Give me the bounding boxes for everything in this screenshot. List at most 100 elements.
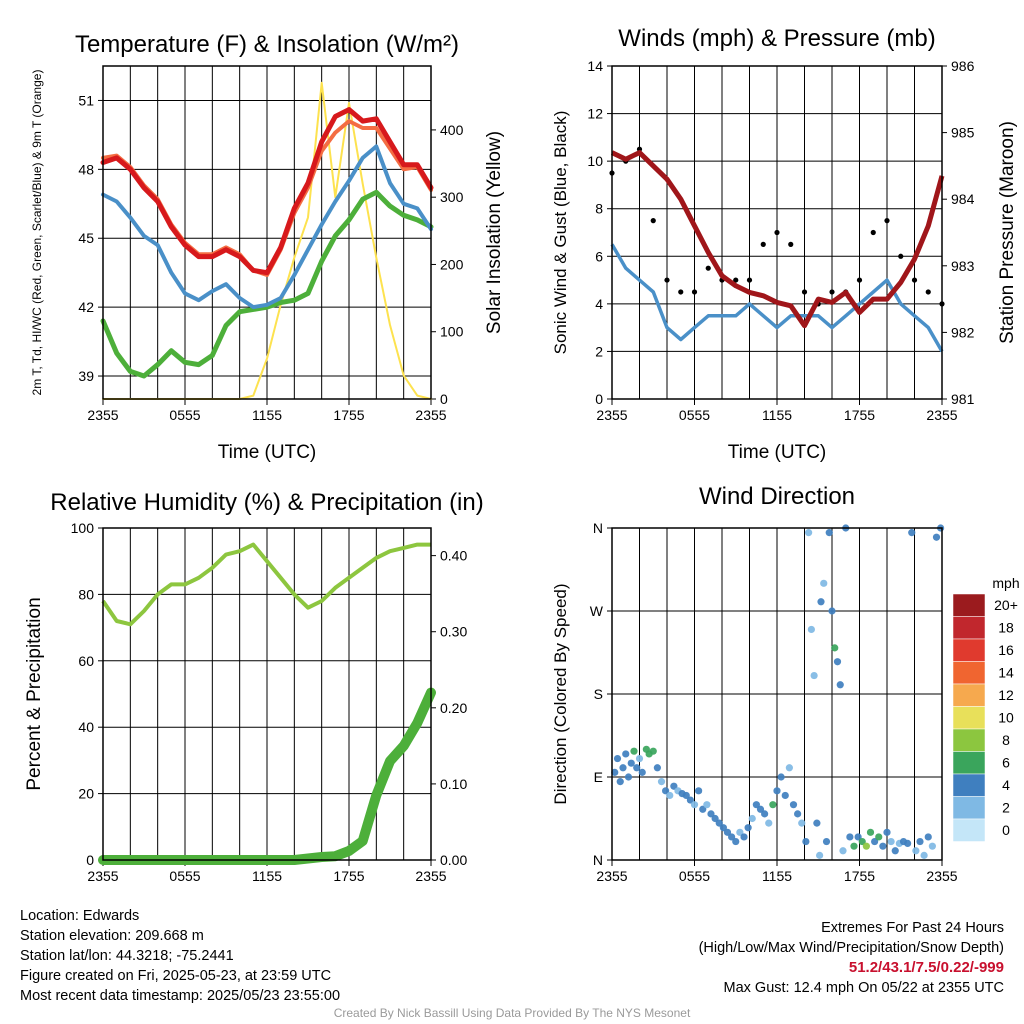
direction-point bbox=[690, 801, 699, 809]
y-tick-label: N bbox=[593, 852, 603, 868]
gust-point bbox=[911, 277, 918, 283]
series-dewpoint bbox=[100, 189, 434, 379]
y2-tick-label: 986 bbox=[951, 58, 975, 74]
x-tick-label: 0555 bbox=[679, 407, 710, 423]
y2-tick-label: 400 bbox=[440, 122, 464, 138]
chart-title: Wind Direction bbox=[699, 483, 855, 510]
y-tick-label: 2 bbox=[595, 343, 603, 359]
colorbar-label: 6 bbox=[1002, 755, 1010, 771]
direction-point bbox=[825, 529, 833, 537]
colorbar-label: 14 bbox=[998, 665, 1014, 681]
x-tick-label: 2355 bbox=[926, 407, 957, 423]
direction-point bbox=[883, 828, 891, 836]
direction-point bbox=[756, 805, 765, 813]
direction-point bbox=[846, 833, 854, 841]
direction-point bbox=[928, 842, 936, 850]
gust-point bbox=[801, 289, 808, 295]
direction-point bbox=[627, 759, 635, 767]
direction-point bbox=[850, 842, 858, 850]
y-tick-label: 51 bbox=[78, 92, 94, 108]
colorbar: mph 20+ 18 16 14 12 10 8 6 4 2 0 bbox=[952, 575, 1020, 842]
gust-point bbox=[898, 253, 904, 259]
direction-point bbox=[817, 598, 825, 606]
direction-point bbox=[858, 837, 866, 846]
direction-point bbox=[904, 839, 912, 848]
y-tick-label: 6 bbox=[595, 248, 603, 264]
direction-point bbox=[752, 801, 760, 809]
x-tick-label: 1755 bbox=[333, 868, 364, 884]
y-axis-label: Percent & Precipitation bbox=[24, 597, 45, 790]
y2-tick-label: 0 bbox=[440, 391, 448, 407]
y-tick-label: 8 bbox=[595, 201, 603, 217]
direction-point bbox=[924, 833, 932, 841]
x-tick-label: 1155 bbox=[252, 868, 282, 884]
x-tick-label: 0555 bbox=[679, 868, 710, 884]
y-tick-label: 12 bbox=[587, 106, 603, 122]
colorbar-swatch bbox=[952, 706, 986, 730]
y-tick-label: W bbox=[590, 603, 604, 619]
direction-point bbox=[649, 747, 657, 755]
gust-point bbox=[705, 265, 711, 271]
direction-point bbox=[891, 847, 899, 855]
panel-1: 39 42 45 48 51 0 100 200 300 400 2355 0555 1155 1755 2… bbox=[30, 31, 505, 463]
x-tick-label: 1755 bbox=[333, 407, 364, 423]
direction-point bbox=[875, 833, 883, 841]
direction-point bbox=[728, 833, 736, 841]
direction-point bbox=[798, 819, 806, 827]
y-tick-label: 0 bbox=[86, 852, 94, 868]
direction-point bbox=[828, 607, 836, 615]
y2-tick-label: 300 bbox=[440, 189, 464, 205]
gust-point bbox=[788, 241, 794, 247]
direction-point bbox=[613, 754, 622, 763]
colorbar-swatch bbox=[952, 661, 986, 685]
direction-point bbox=[932, 533, 941, 541]
direction-point bbox=[836, 681, 844, 689]
direction-point bbox=[920, 851, 928, 859]
direction-point bbox=[862, 842, 870, 850]
colorbar-swatch bbox=[952, 796, 986, 820]
direction-point bbox=[816, 851, 824, 859]
direction-point bbox=[699, 805, 707, 813]
direction-point bbox=[773, 787, 781, 795]
y2-tick-label: 0.20 bbox=[440, 700, 467, 716]
colorbar-swatch bbox=[952, 593, 986, 617]
x-axis-label: Time (UTC) bbox=[728, 442, 827, 463]
x-tick-label: 2355 bbox=[415, 868, 446, 884]
gust-point bbox=[650, 218, 656, 224]
extremes-title: Extremes For Past 24 Hours bbox=[821, 920, 1004, 936]
y-axis-label: Sonic Wind & Gust (Blue, Black) bbox=[551, 111, 570, 355]
y-tick-label: 10 bbox=[587, 153, 603, 169]
direction-point bbox=[736, 828, 744, 836]
series-temperature bbox=[100, 107, 434, 276]
colorbar-unit: mph bbox=[992, 575, 1019, 591]
x-tick-label: 2355 bbox=[926, 868, 957, 884]
x-tick-label: 2355 bbox=[415, 407, 446, 423]
direction-point bbox=[653, 764, 661, 772]
y-tick-label: N bbox=[593, 520, 603, 536]
colorbar-label: 4 bbox=[1002, 777, 1010, 793]
y-tick-label: 42 bbox=[78, 299, 94, 315]
gust-point bbox=[856, 277, 863, 283]
chart-title: Winds (mph) & Pressure (mb) bbox=[618, 25, 935, 52]
direction-point bbox=[622, 750, 630, 758]
y2-tick-label: 100 bbox=[440, 324, 464, 340]
plot-border bbox=[611, 65, 943, 400]
direction-point bbox=[616, 778, 624, 786]
y-tick-label: 40 bbox=[78, 719, 94, 735]
y2-tick-label: 0.40 bbox=[440, 548, 467, 564]
gust-point bbox=[733, 277, 739, 283]
direction-point bbox=[711, 814, 719, 823]
direction-point bbox=[916, 837, 924, 846]
direction-point bbox=[707, 810, 715, 818]
chart-title: Relative Humidity (%) & Precipitation (i… bbox=[50, 489, 483, 516]
y2-tick-label: 982 bbox=[951, 324, 975, 340]
x-tick-label: 2355 bbox=[596, 868, 627, 884]
x-tick-label: 2355 bbox=[87, 407, 118, 423]
y2-tick-label: 0.30 bbox=[440, 624, 467, 640]
credit-text: Created By Nick Bassill Using Data Provi… bbox=[333, 1006, 691, 1020]
colorbar-swatch bbox=[952, 773, 986, 797]
y2-tick-label: 985 bbox=[951, 125, 975, 141]
station-info: Location: Edwards Station elevation: 209… bbox=[20, 906, 340, 1006]
gust-point bbox=[884, 218, 890, 224]
